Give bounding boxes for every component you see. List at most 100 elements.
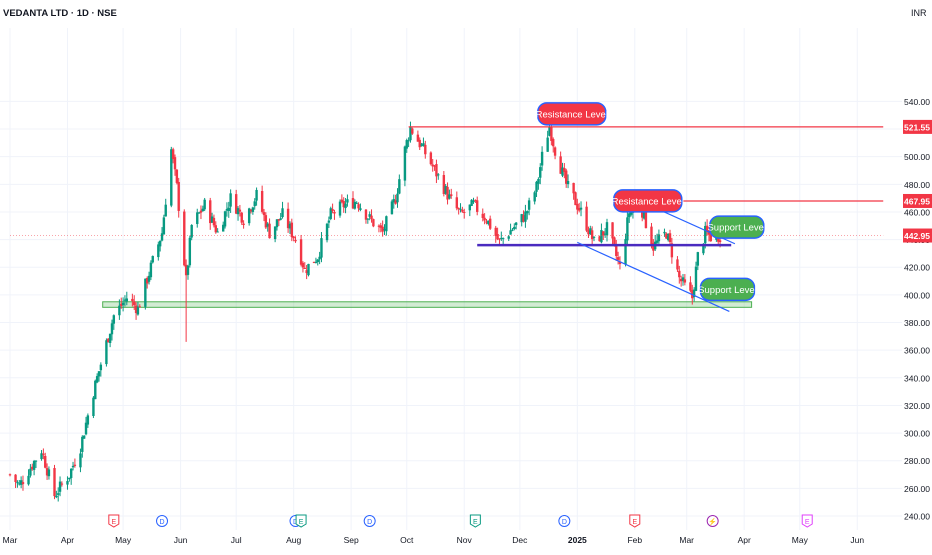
candle: [463, 208, 466, 219]
event-marker[interactable]: E: [801, 514, 813, 528]
candle: [444, 184, 447, 195]
candle: [123, 295, 127, 307]
candle: [392, 194, 395, 209]
candle: [299, 234, 303, 267]
candle: [210, 212, 214, 223]
candle: [587, 226, 590, 239]
candle: [383, 224, 386, 235]
candle: [442, 171, 446, 197]
candle: [626, 210, 629, 246]
candle: [681, 274, 685, 286]
candle: [238, 204, 242, 217]
event-marker[interactable]: E: [629, 514, 641, 528]
candle: [44, 452, 47, 469]
support-zone: [102, 301, 753, 308]
x-tick-label: Oct: [400, 535, 414, 545]
candle: [357, 202, 360, 212]
candle: [485, 218, 488, 225]
candle: [615, 239, 618, 261]
candle: [325, 222, 329, 243]
candle: [107, 338, 110, 343]
candle: [234, 189, 238, 215]
candle: [566, 174, 570, 189]
support-annotation[interactable]: Support Level: [707, 215, 766, 239]
candle: [110, 319, 114, 341]
candle: [255, 187, 258, 206]
candle: [262, 208, 266, 222]
candle: [405, 138, 408, 153]
candle: [307, 263, 310, 277]
candle: [605, 218, 609, 242]
y-tick-label: 340.00: [904, 373, 930, 383]
candle: [177, 177, 180, 218]
x-tick-label: Jun: [174, 535, 188, 545]
candle: [60, 481, 64, 487]
y-tick-label: 460.00: [904, 207, 930, 217]
x-tick-label: Nov: [457, 535, 473, 545]
candle: [488, 215, 492, 230]
candle: [657, 229, 661, 246]
x-tick-label: Sep: [344, 535, 359, 545]
candle: [424, 140, 427, 159]
candle: [364, 208, 368, 224]
candle: [476, 196, 479, 216]
candle: [377, 224, 381, 233]
x-tick-label: Jun: [850, 535, 864, 545]
resistance-annotation[interactable]: Resistance Level: [536, 102, 608, 126]
candle: [618, 256, 622, 270]
candle: [225, 202, 229, 217]
candle: [57, 487, 60, 502]
candle: [592, 236, 596, 242]
candle: [481, 208, 484, 222]
candle: [133, 295, 136, 310]
candle: [598, 235, 601, 242]
candle: [409, 121, 412, 143]
candle: [407, 137, 410, 148]
candle: [184, 259, 188, 342]
candle: [472, 197, 475, 204]
candle: [247, 207, 251, 226]
candle: [249, 208, 253, 214]
candle: [157, 241, 160, 261]
event-marker[interactable]: E: [469, 514, 481, 528]
candle: [45, 463, 49, 480]
support-annotation[interactable]: Support Level: [698, 277, 757, 302]
candle: [366, 218, 370, 224]
candle: [522, 210, 525, 223]
event-marker[interactable]: D: [363, 515, 376, 527]
event-marker[interactable]: E: [108, 514, 120, 528]
candle: [689, 276, 692, 293]
candle: [422, 137, 425, 147]
candle: [394, 194, 397, 205]
svg-text:E: E: [473, 519, 478, 526]
candle: [448, 189, 451, 200]
candle: [552, 137, 555, 153]
candle: [292, 235, 295, 242]
event-marker[interactable]: ⚡: [706, 515, 719, 527]
resistance-annotation[interactable]: Resistance Level: [612, 189, 684, 213]
candle: [201, 205, 205, 212]
x-tick-label: Mar: [679, 535, 694, 545]
candle: [112, 314, 116, 330]
candle: [705, 219, 709, 236]
candle: [398, 174, 401, 195]
candle: [507, 234, 510, 242]
event-marker[interactable]: E: [295, 514, 307, 528]
candle: [16, 480, 19, 488]
candle: [403, 145, 407, 187]
candle: [199, 205, 203, 220]
y-tick-label: 540.00: [904, 97, 930, 107]
annotation-label: Resistance Level: [612, 196, 684, 207]
candle: [94, 379, 97, 400]
event-marker[interactable]: D: [558, 515, 571, 527]
event-marker[interactable]: D: [156, 515, 169, 527]
candle: [240, 211, 243, 225]
candle: [21, 475, 25, 491]
price-tag-resistance-1: 521.55: [903, 119, 932, 134]
candle: [82, 435, 86, 439]
candle: [346, 194, 349, 207]
candle: [433, 164, 436, 171]
candle: [47, 466, 51, 480]
